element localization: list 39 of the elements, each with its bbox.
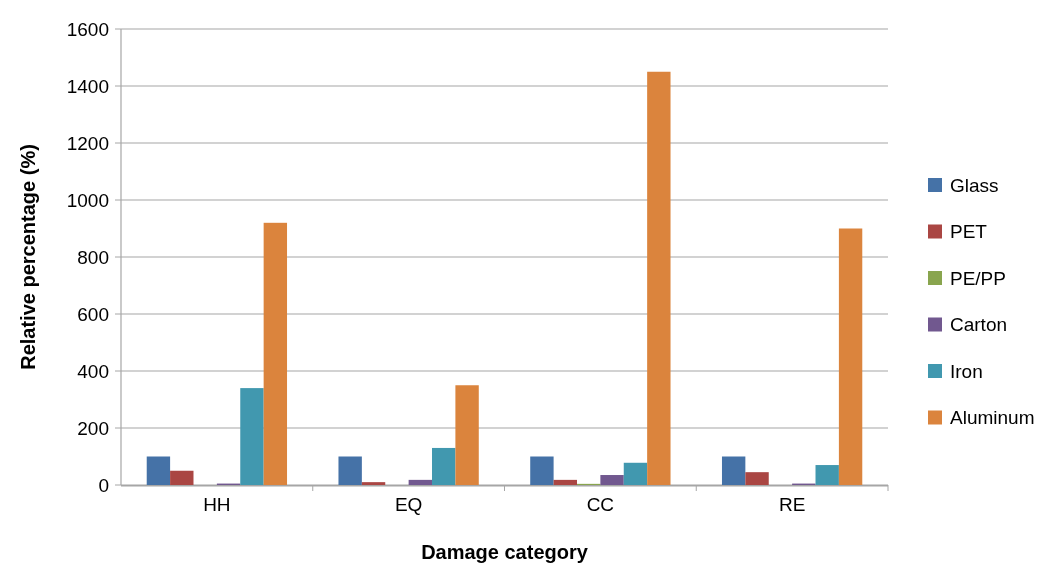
legend-label: PET bbox=[950, 221, 988, 243]
bar bbox=[170, 470, 194, 485]
y-tick-label: 1200 bbox=[66, 132, 109, 154]
bar bbox=[263, 222, 288, 485]
x-tick-label: HH bbox=[203, 494, 231, 515]
legend-label: Aluminum bbox=[950, 407, 1035, 429]
bar bbox=[623, 462, 648, 485]
y-tick-label: 1000 bbox=[66, 189, 109, 211]
y-axis-title: Relative percentage (%) bbox=[17, 144, 39, 370]
x-tick-label: CC bbox=[586, 494, 615, 515]
y-tick-label: 200 bbox=[77, 417, 109, 439]
bar bbox=[600, 475, 624, 485]
legend-label: PE/PP bbox=[950, 267, 1006, 289]
bar bbox=[146, 456, 171, 485]
bar bbox=[361, 482, 386, 485]
legend-label: Iron bbox=[950, 360, 983, 382]
legend-label: Carton bbox=[950, 314, 1008, 336]
y-tick-label: 1600 bbox=[66, 18, 109, 40]
x-tick-label: RE bbox=[778, 494, 806, 515]
bar bbox=[647, 71, 671, 485]
y-tick-label: 600 bbox=[77, 303, 109, 325]
bar bbox=[432, 447, 456, 485]
y-tick-label: 0 bbox=[98, 474, 109, 496]
bar bbox=[838, 228, 863, 485]
bar bbox=[408, 479, 433, 485]
y-tick-label: 1400 bbox=[66, 75, 109, 97]
bar bbox=[530, 456, 554, 485]
x-tick-label: EQ bbox=[394, 494, 423, 515]
x-axis-title: Damage category bbox=[421, 541, 589, 563]
y-tick-label: 800 bbox=[77, 246, 109, 268]
bar bbox=[553, 479, 577, 485]
y-tick-label: 400 bbox=[77, 360, 109, 382]
legend-label: Glass bbox=[950, 174, 999, 196]
bar bbox=[240, 388, 264, 485]
bar bbox=[338, 456, 362, 485]
bar bbox=[745, 472, 769, 485]
bar bbox=[455, 385, 479, 485]
bar bbox=[721, 456, 746, 485]
bar bbox=[815, 465, 839, 485]
